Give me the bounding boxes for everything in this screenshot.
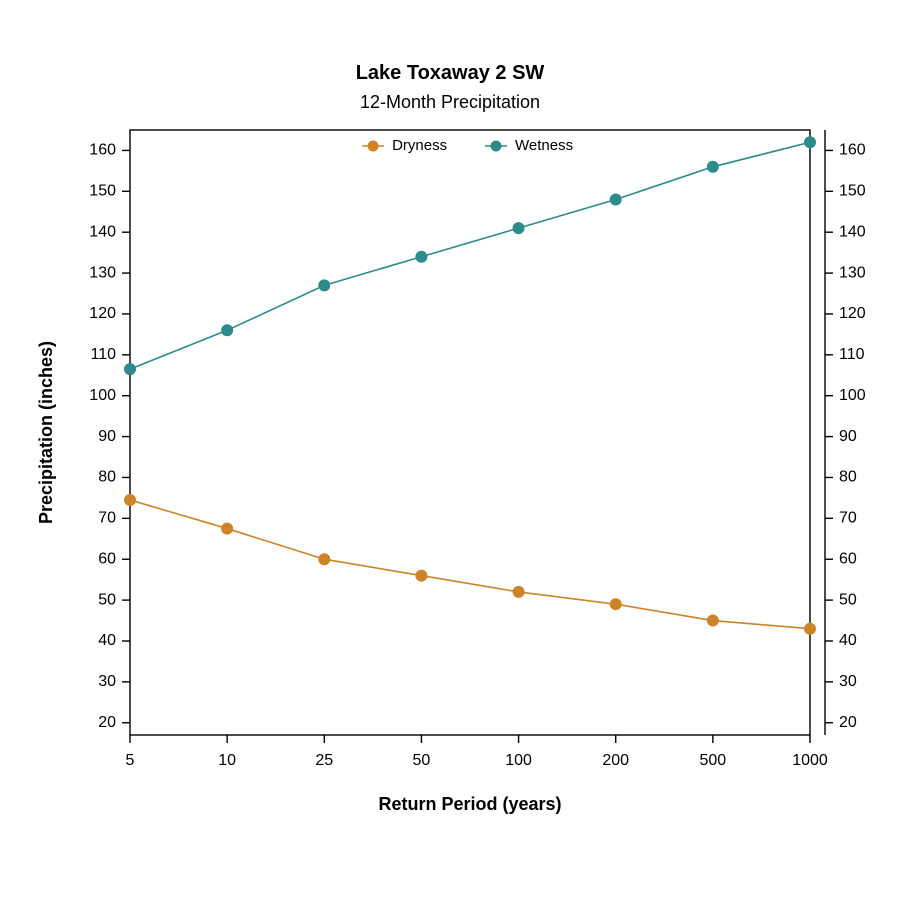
chart-container: Lake Toxaway 2 SW 12-Month Precipitation…	[0, 0, 900, 900]
y-tick-label-left: 20	[98, 714, 116, 731]
series-point	[610, 599, 621, 610]
series-point	[319, 554, 330, 565]
series-point	[610, 194, 621, 205]
x-tick-label: 5	[126, 752, 135, 769]
legend-swatch-point	[368, 141, 379, 152]
y-tick-label-left: 90	[98, 428, 116, 445]
y-tick-label-right: 110	[839, 346, 865, 363]
y-tick-label-right: 70	[839, 510, 857, 527]
series-point	[513, 586, 524, 597]
x-tick-label: 10	[218, 752, 236, 769]
y-tick-label-right: 140	[839, 223, 866, 240]
y-tick-label-right: 130	[839, 264, 866, 281]
y-axis-label: Precipitation (inches)	[36, 341, 56, 524]
y-tick-label-right: 120	[839, 305, 866, 322]
legend-label: Wetness	[515, 137, 573, 154]
legend-label: Dryness	[392, 137, 447, 154]
series-point	[805, 623, 816, 634]
series-point	[125, 364, 136, 375]
y-tick-label-right: 50	[839, 591, 857, 608]
y-tick-label-right: 80	[839, 469, 857, 486]
y-tick-label-left: 30	[98, 673, 116, 690]
chart-svg: 20 20 30 30 40 40 50 50 60 60 70 70 80 80 90 90 100 100 11…	[0, 0, 900, 900]
x-tick-label: 100	[505, 752, 532, 769]
x-tick-label: 1000	[792, 752, 828, 769]
chart-subtitle: 12-Month Precipitation	[0, 92, 900, 113]
series-point	[416, 570, 427, 581]
series-point	[707, 161, 718, 172]
y-tick-label-right: 160	[839, 142, 866, 159]
series-point	[513, 223, 524, 234]
series-point	[805, 137, 816, 148]
series-point	[707, 615, 718, 626]
y-tick-label-left: 60	[98, 550, 116, 567]
chart-title: Lake Toxaway 2 SW	[0, 62, 900, 85]
y-tick-label-right: 90	[839, 428, 857, 445]
y-tick-label-left: 70	[98, 510, 116, 527]
plot-border	[130, 130, 810, 735]
x-tick-label: 200	[602, 752, 629, 769]
y-tick-label-right: 30	[839, 673, 857, 690]
y-tick-label-left: 140	[89, 223, 116, 240]
x-tick-label: 500	[700, 752, 727, 769]
series-point	[319, 280, 330, 291]
series-point	[222, 523, 233, 534]
series-point	[125, 494, 136, 505]
y-tick-label-left: 40	[98, 632, 116, 649]
legend-swatch-point	[491, 141, 502, 152]
x-tick-label: 25	[315, 752, 333, 769]
series-line	[130, 500, 810, 629]
x-axis-label: Return Period (years)	[378, 794, 561, 814]
y-tick-label-left: 150	[89, 183, 116, 200]
y-tick-label-left: 160	[89, 142, 116, 159]
series-point	[222, 325, 233, 336]
x-tick-label: 50	[413, 752, 431, 769]
y-tick-label-right: 60	[839, 550, 857, 567]
y-tick-label-right: 40	[839, 632, 857, 649]
y-tick-label-left: 100	[89, 387, 116, 404]
y-tick-label-right: 20	[839, 714, 857, 731]
y-tick-label-right: 100	[839, 387, 866, 404]
y-tick-label-left: 120	[89, 305, 116, 322]
y-tick-label-left: 130	[89, 264, 116, 281]
series-point	[416, 251, 427, 262]
y-tick-label-left: 50	[98, 591, 116, 608]
y-tick-label-left: 80	[98, 469, 116, 486]
series-line	[130, 142, 810, 369]
y-tick-label-right: 150	[839, 183, 866, 200]
y-tick-label-left: 110	[90, 346, 116, 363]
